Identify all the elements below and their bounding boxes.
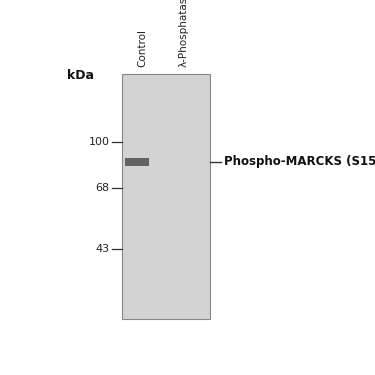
Text: kDa: kDa — [67, 69, 94, 82]
Text: λ-Phosphatase: λ-Phosphatase — [178, 0, 189, 67]
Bar — [122, 74, 210, 320]
Bar — [125, 158, 148, 166]
Text: Phospho-MARCKS (S152/S156): Phospho-MARCKS (S152/S156) — [224, 156, 375, 168]
Text: Control: Control — [138, 28, 148, 67]
Text: 68: 68 — [95, 183, 109, 193]
Text: 100: 100 — [88, 137, 110, 147]
Text: 43: 43 — [95, 244, 109, 254]
